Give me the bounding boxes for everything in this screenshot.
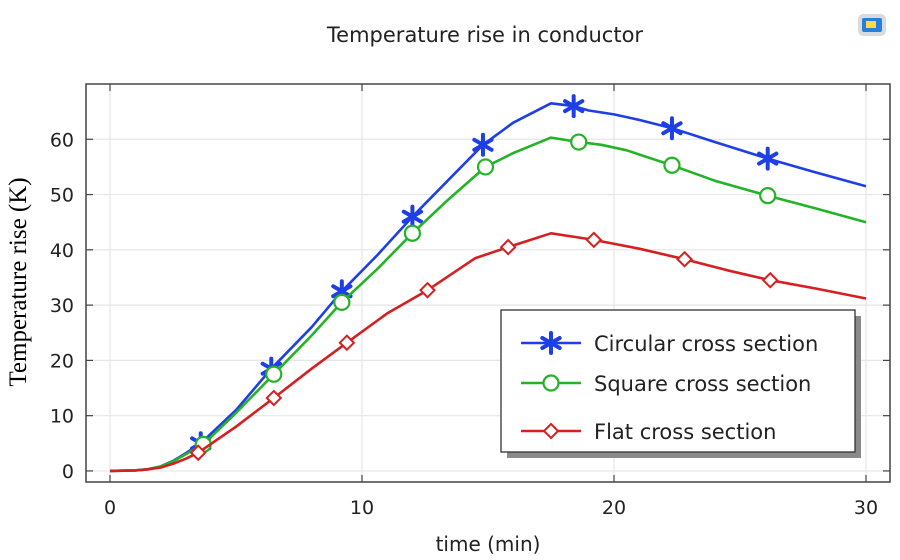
plot-area: [85, 83, 891, 483]
legend-label: Flat cross section: [594, 420, 776, 444]
y-tick-label: 40: [50, 240, 74, 262]
series-2: [109, 231, 867, 473]
data-point: [403, 224, 421, 242]
data-point: [476, 158, 495, 176]
data-point-stroke: [757, 151, 779, 166]
y-tick-label: 50: [50, 185, 74, 207]
data-point: [333, 293, 351, 311]
legend: Circular cross section Square cross secti…: [500, 309, 861, 458]
data-point-stroke: [563, 99, 585, 114]
data-point: [265, 365, 283, 383]
data-point-stroke: [401, 209, 424, 224]
data-point: [761, 271, 779, 289]
data-point: [570, 133, 588, 151]
y-tick-label: 0: [62, 461, 74, 483]
data-point: [759, 187, 777, 205]
data-point: [661, 116, 683, 141]
data-point: [757, 146, 779, 171]
data-point: [472, 132, 494, 157]
data-point: [499, 238, 517, 256]
data-point: [265, 389, 283, 407]
x-tick-label: 0: [104, 497, 116, 519]
x-axis-label: time (min): [436, 532, 541, 556]
data-point: [663, 156, 681, 174]
data-point: [189, 444, 207, 462]
chart-title: Temperature rise in conductor: [326, 23, 643, 47]
data-point-stroke: [331, 284, 353, 299]
3d-view-icon[interactable]: [858, 14, 886, 36]
data-point: [563, 94, 585, 119]
legend-marker: [542, 374, 560, 392]
legend-marker: [540, 331, 562, 355]
x-tick-label: 10: [350, 497, 374, 519]
data-point-stroke: [661, 121, 683, 136]
data-point-stroke: [472, 137, 494, 152]
data-point: [585, 231, 603, 249]
series-layer: [109, 94, 867, 473]
legend-box: [500, 309, 856, 453]
data-point: [401, 204, 424, 229]
legend-label: Square cross section: [594, 372, 811, 396]
data-point: [419, 281, 436, 299]
legend-marker-stroke: [540, 336, 562, 350]
y-axis-label: Temperature rise (K): [5, 177, 32, 386]
legend-label: Circular cross section: [594, 332, 818, 356]
series-line: [109, 232, 867, 473]
y-tick-label: 60: [50, 129, 74, 151]
y-tick-label: 10: [50, 406, 74, 428]
x-tick-label: 30: [854, 497, 878, 519]
legend-marker: [542, 422, 560, 440]
y-tick-label: 30: [50, 295, 74, 317]
y-tick-label: 20: [50, 350, 74, 372]
x-tick-label: 20: [602, 497, 626, 519]
axis-ticks: 0 10 20 30 0 10 20 30 40 50 60: [50, 84, 890, 519]
data-point: [676, 250, 693, 268]
data-point: [338, 334, 356, 352]
